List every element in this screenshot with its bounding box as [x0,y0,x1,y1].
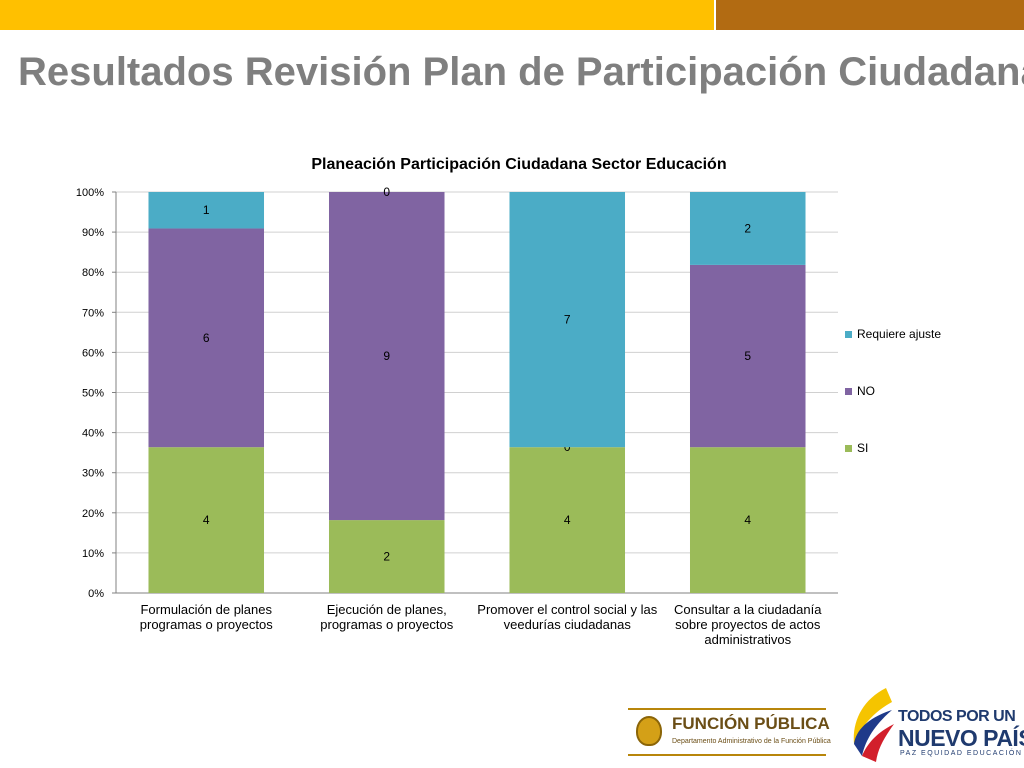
funcion-publica-title: FUNCIÓN PÚBLICA [672,714,830,733]
x-tick-label: sobre proyectos de actos [675,617,821,632]
colombia-flag-swoosh-icon [853,688,894,762]
data-label: 4 [744,513,751,527]
y-tick-label: 40% [82,428,104,440]
bar-segment [689,264,806,448]
y-tick-label: 70% [82,307,104,319]
x-tick-label: programas o proyectos [140,617,273,632]
todos-por-un-nuevo-pais-logo: TODOS POR UN NUEVO PAÍS PAZ EQUIDAD EDUC… [846,686,1024,764]
tpnp-line-1: TODOS POR UN [898,708,1016,725]
bar-segment [689,447,806,593]
funcion-publica-logo: FUNCIÓN PÚBLICA Departamento Administrat… [628,708,831,756]
tpnp-line-3: PAZ EQUIDAD EDUCACIÓN [900,750,1023,757]
data-label: 4 [203,513,210,527]
x-tick-label: programas o proyectos [320,617,453,632]
bar-segment [328,192,445,521]
header-bar-brown [716,0,1024,30]
header-bar-yellow [0,0,714,30]
bar-segment [509,447,626,593]
y-tick-label: 10% [82,548,104,560]
y-tick-label: 0% [88,588,104,600]
funcion-publica-subtitle: Departamento Administrativo de la Funció… [672,738,831,745]
stacked-bar-chart: Planeación Participación Ciudadana Secto… [76,156,942,647]
x-tick-label: Ejecución de planes, [327,602,447,617]
data-label: 7 [564,313,571,327]
data-label: 2 [744,221,751,235]
legend-swatch [845,388,852,395]
legend-label: SI [857,441,868,455]
legend-swatch [845,331,852,338]
tpnp-line-2: NUEVO PAÍS [898,725,1024,751]
x-tick-label: veedurías ciudadanas [504,617,632,632]
data-label: 9 [383,349,390,363]
bar-segment [509,192,626,448]
y-tick-label: 50% [82,388,104,400]
legend-swatch [845,445,852,452]
y-tick-label: 30% [82,468,104,480]
data-label: 2 [383,550,390,564]
bar-segment [148,447,265,593]
chart-title: Planeación Participación Ciudadana Secto… [311,156,726,173]
data-label: 4 [564,513,571,527]
data-label: 6 [203,331,210,345]
legend-label: NO [857,384,875,398]
y-tick-label: 80% [82,267,104,279]
y-tick-label: 20% [82,508,104,520]
x-tick-label: Promover el control social y las [477,602,657,617]
bar-segment [148,192,265,229]
data-label: 5 [744,349,751,363]
y-tick-label: 60% [82,347,104,359]
bar-segment [328,520,445,593]
legend-label: Requiere ajuste [857,327,941,341]
y-tick-label: 90% [82,227,104,239]
y-tick-label: 100% [76,187,104,199]
data-label: 1 [203,203,210,217]
x-tick-label: Consultar a la ciudadanía [674,602,822,617]
data-label: 0 [383,185,390,199]
coat-of-arms-icon [636,716,662,746]
x-tick-label: Formulación de planes [140,602,272,617]
x-tick-label: administrativos [704,632,791,647]
slide-title: Resultados Revisión Plan de Participació… [18,50,1024,94]
bar-segment [148,228,265,448]
bar-segment [689,192,806,265]
